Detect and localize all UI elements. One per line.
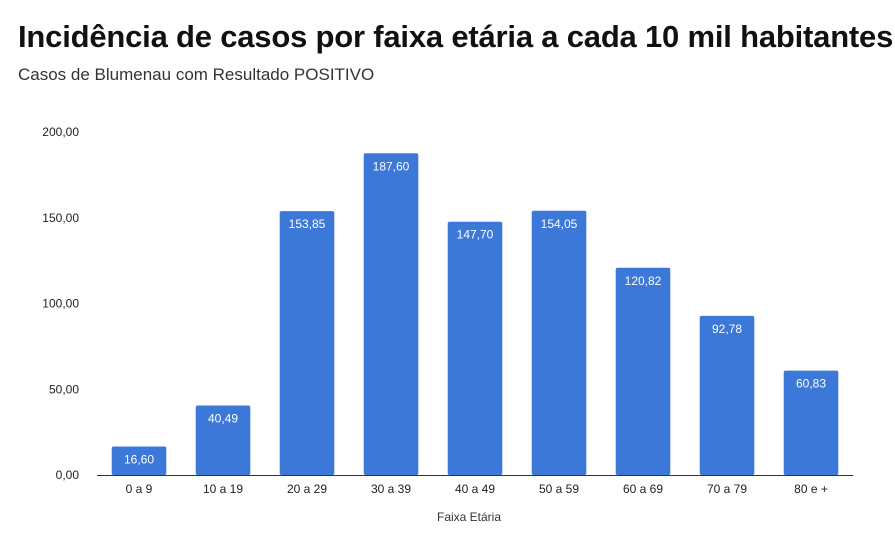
bar-value-label: 40,49 <box>208 412 238 426</box>
bar-value-label: 60,83 <box>796 377 826 391</box>
x-axis-title: Faixa Etária <box>437 510 501 524</box>
bar-value-label: 16,60 <box>124 453 154 467</box>
bar-value-label: 153,85 <box>289 217 326 231</box>
bar <box>615 267 671 475</box>
bar-value-label: 120,82 <box>625 274 662 288</box>
bar-value-label: 154,05 <box>541 217 578 231</box>
bar <box>279 211 335 475</box>
bar <box>699 315 755 475</box>
y-tick-label: 50,00 <box>49 382 79 396</box>
bar <box>195 405 251 475</box>
bar-value-label: 92,78 <box>712 322 742 336</box>
chart-title: Incidência de casos por faixa etária a c… <box>18 19 894 54</box>
x-tick-label: 60 a 69 <box>623 482 663 496</box>
x-tick-label: 70 a 79 <box>707 482 747 496</box>
y-axis: 0,00 50,00 100,00 150,00 200,00 <box>42 125 79 482</box>
bar <box>783 370 839 475</box>
y-tick-label: 0,00 <box>56 468 80 482</box>
x-tick-label: 30 a 39 <box>371 482 411 496</box>
bar-value-label: 147,70 <box>457 228 494 242</box>
x-tick-label: 0 a 9 <box>126 482 153 496</box>
y-tick-label: 150,00 <box>42 211 79 225</box>
x-tick-label: 10 a 19 <box>203 482 243 496</box>
x-tick-label: 40 a 49 <box>455 482 495 496</box>
bar <box>531 210 587 475</box>
x-tick-label: 80 e + <box>794 482 828 496</box>
bar-value-label: 187,60 <box>373 159 410 173</box>
bar-labels-group: 16,60 40,49 153,85 187,60 147,70 154,05 120,82… <box>124 159 826 466</box>
bar <box>111 446 167 475</box>
bar <box>363 153 419 476</box>
chart-subtitle: Casos de Blumenau com Resultado POSITIVO <box>18 65 375 84</box>
y-tick-label: 200,00 <box>42 125 79 139</box>
x-tick-label: 20 a 29 <box>287 482 327 496</box>
x-axis: 0 a 9 10 a 19 20 a 29 30 a 39 40 a 49 50 a 59… <box>126 482 828 496</box>
x-tick-label: 50 a 59 <box>539 482 579 496</box>
bars-group <box>111 153 839 476</box>
y-tick-label: 100,00 <box>42 297 79 311</box>
bar <box>447 221 503 475</box>
